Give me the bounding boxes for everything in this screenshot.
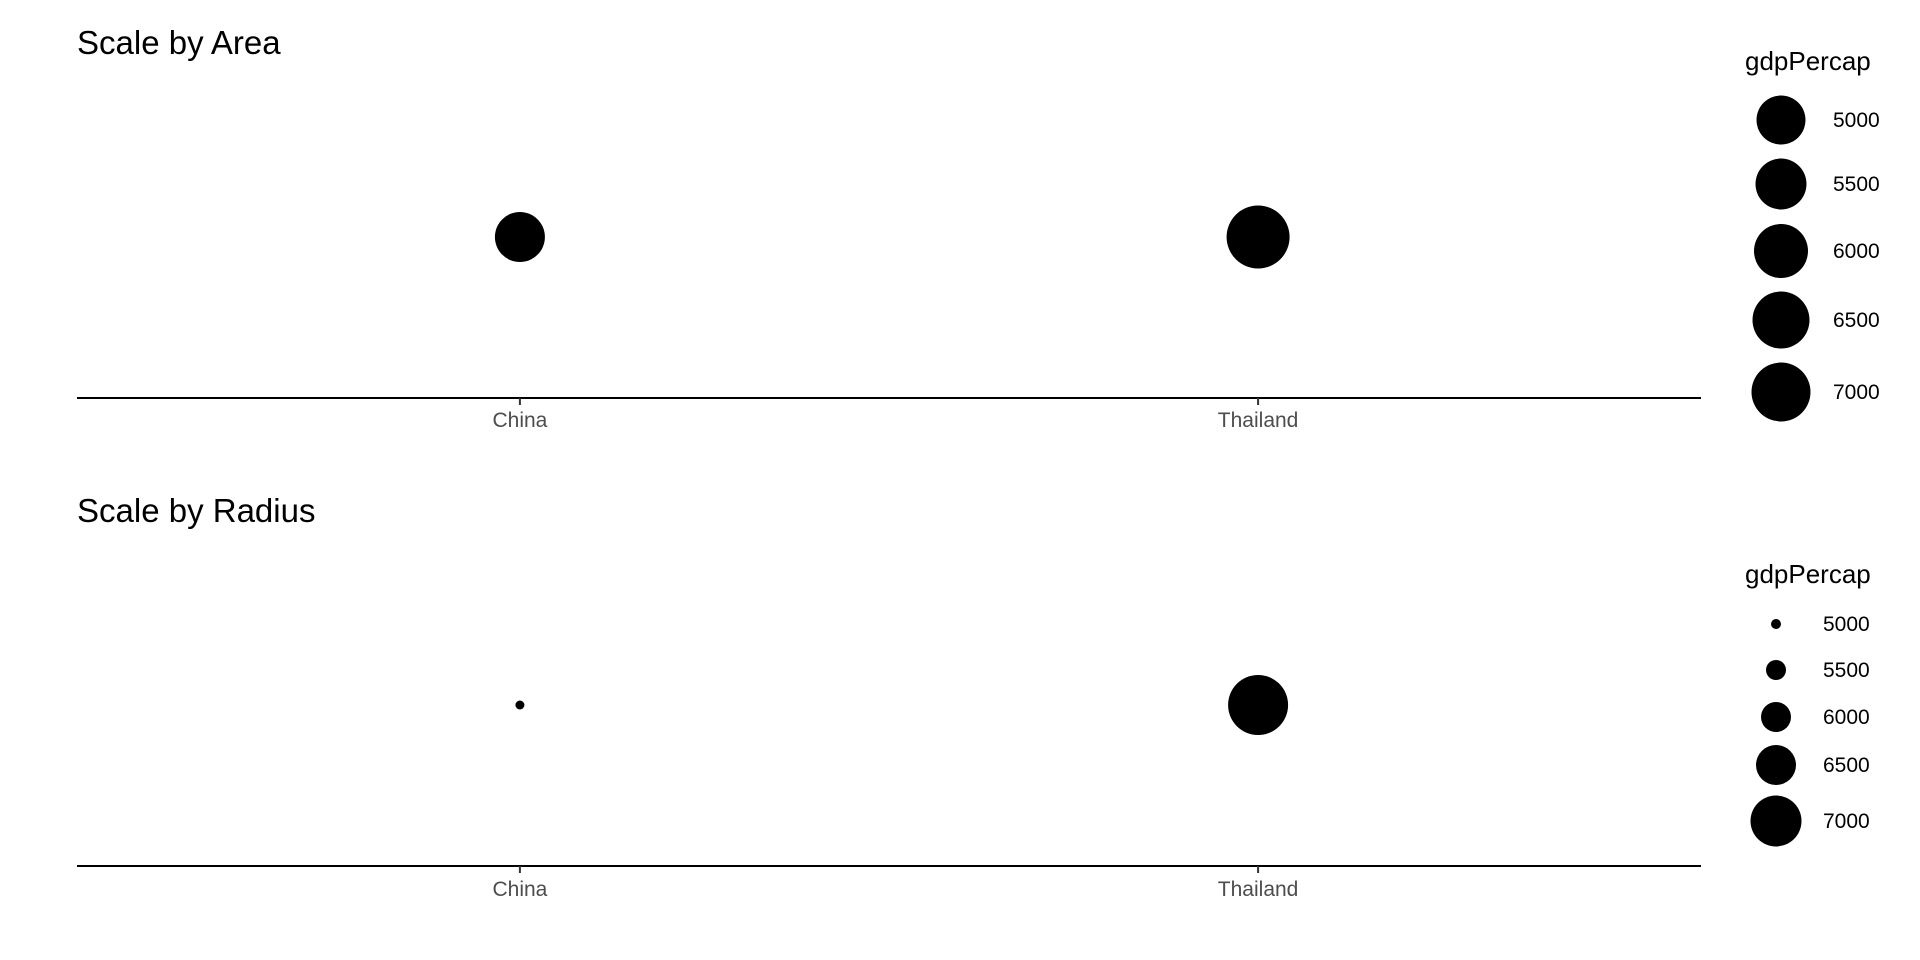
legend: gdpPercap 5000 5500 6000 6500 7000 bbox=[1745, 559, 1871, 847]
panel-area: Scale by Area China Thailand gdpPercap 50… bbox=[77, 24, 1880, 432]
data-point-china bbox=[494, 212, 545, 262]
legend-key bbox=[1752, 291, 1810, 349]
data-point-china bbox=[515, 700, 525, 710]
data-point-thailand bbox=[1226, 205, 1290, 269]
x-axis-ticks: China Thailand bbox=[492, 866, 1298, 901]
data-point-thailand bbox=[1228, 675, 1289, 735]
legend-key bbox=[1755, 158, 1807, 210]
legend-key bbox=[1756, 95, 1806, 145]
legend-keys: 5000 5500 6000 6500 7000 bbox=[1750, 613, 1870, 847]
x-axis-ticks: China Thailand bbox=[492, 398, 1298, 432]
legend-key bbox=[1761, 702, 1791, 732]
panel-radius: Scale by Radius China Thailand gdpPercap … bbox=[77, 492, 1871, 901]
legend-label: 7000 bbox=[1823, 810, 1870, 833]
data-points bbox=[515, 675, 1289, 735]
legend-title: gdpPercap bbox=[1745, 46, 1871, 76]
legend-key bbox=[1750, 795, 1802, 847]
x-tick-label: Thailand bbox=[1218, 409, 1299, 432]
legend-key bbox=[1766, 660, 1786, 680]
legend-title: gdpPercap bbox=[1745, 559, 1871, 589]
x-tick-label: Thailand bbox=[1218, 878, 1299, 901]
x-tick-label: China bbox=[492, 878, 547, 901]
chart-title: Scale by Radius bbox=[77, 492, 315, 529]
data-points bbox=[494, 205, 1290, 269]
legend-key bbox=[1771, 619, 1781, 629]
chart-title: Scale by Area bbox=[77, 24, 281, 61]
legend-key bbox=[1751, 362, 1811, 422]
legend-label: 6000 bbox=[1833, 240, 1880, 263]
legend-label: 5000 bbox=[1823, 613, 1870, 636]
legend-key bbox=[1756, 745, 1796, 785]
legend-label: 6000 bbox=[1823, 706, 1870, 729]
legend-key bbox=[1754, 224, 1808, 278]
legend-keys: 5000 5500 6000 6500 7000 bbox=[1751, 95, 1880, 422]
legend: gdpPercap 5000 5500 6000 6500 7000 bbox=[1745, 46, 1880, 422]
legend-label: 6500 bbox=[1833, 309, 1880, 332]
legend-label: 5500 bbox=[1823, 659, 1870, 682]
x-tick-label: China bbox=[492, 409, 547, 432]
legend-label: 5000 bbox=[1833, 109, 1880, 132]
legend-label: 6500 bbox=[1823, 754, 1870, 777]
legend-label: 5500 bbox=[1833, 173, 1880, 196]
legend-label: 7000 bbox=[1833, 381, 1880, 404]
